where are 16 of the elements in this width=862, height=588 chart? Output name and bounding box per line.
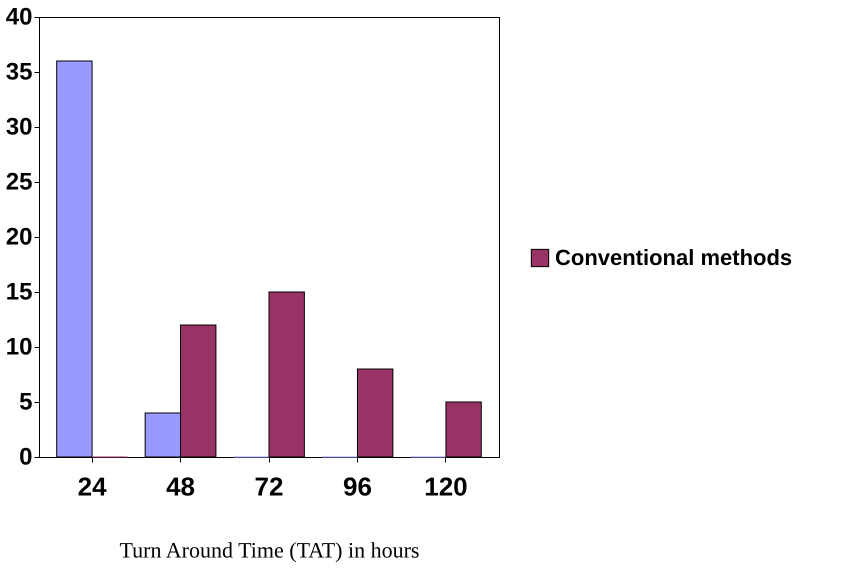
y-tick-label: 30	[6, 114, 32, 140]
x-tick-label: 48	[166, 472, 195, 502]
x-tick-label: 24	[78, 472, 108, 502]
x-tick-label: 120	[424, 472, 468, 502]
y-tick-label: 10	[6, 334, 32, 360]
y-tick-label: 5	[19, 388, 32, 416]
y-tick-label: 15	[6, 278, 32, 306]
y-tick-label: 35	[6, 58, 32, 86]
y-tick-label: 25	[6, 168, 32, 196]
y-tick-label: 0	[19, 444, 32, 470]
y-tick-label: 20	[6, 224, 32, 250]
x-tick-label: 96	[343, 472, 372, 502]
y-tick-label: 40	[6, 4, 32, 30]
x-axis-title: Turn Around Time (TAT) in hours	[120, 538, 420, 562]
legend-label: Conventional methods	[555, 245, 792, 270]
x-tick-label: 72	[254, 472, 284, 502]
